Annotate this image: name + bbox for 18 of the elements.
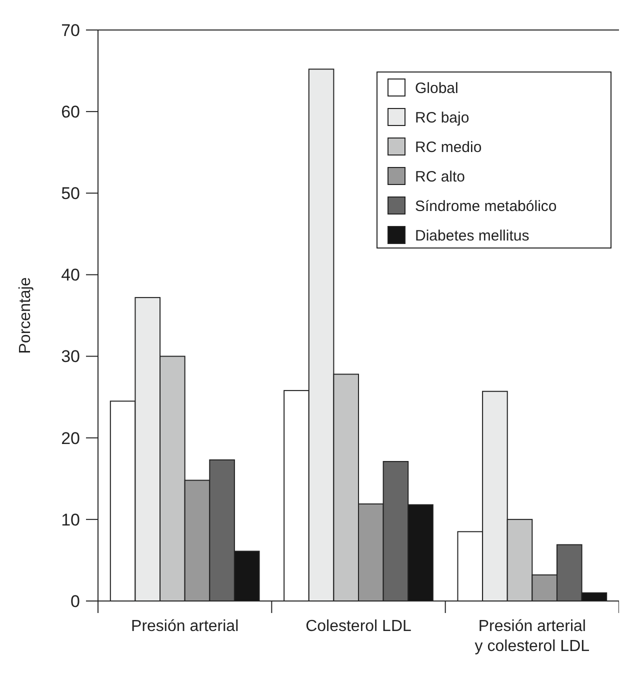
legend-label: RC bajo: [415, 109, 470, 126]
x-tick-label: Presión arterial y colesterol LDL: [474, 618, 590, 655]
y-tick-label: 40: [61, 266, 80, 285]
y-tick-label: 50: [61, 184, 80, 204]
y-tick-label: 30: [61, 347, 80, 366]
y-tick-label: 70: [61, 20, 80, 40]
y-tick-label: 60: [61, 102, 80, 122]
legend-label: Síndrome metabólico: [415, 198, 557, 215]
x-tick-label: Presión arterial: [131, 618, 239, 635]
legend-label: Diabetes mellitus: [415, 227, 530, 244]
y-axis-title: Porcentaje: [17, 277, 34, 354]
legend-label: RC alto: [415, 168, 466, 186]
x-tick-label: Colesterol LDL: [306, 618, 412, 635]
y-tick-label: 0: [70, 592, 80, 611]
y-tick-label: 10: [61, 510, 80, 530]
legend-label: RC medio: [415, 138, 482, 156]
y-tick-label: 20: [61, 428, 80, 448]
legend-label: Global: [415, 80, 458, 97]
